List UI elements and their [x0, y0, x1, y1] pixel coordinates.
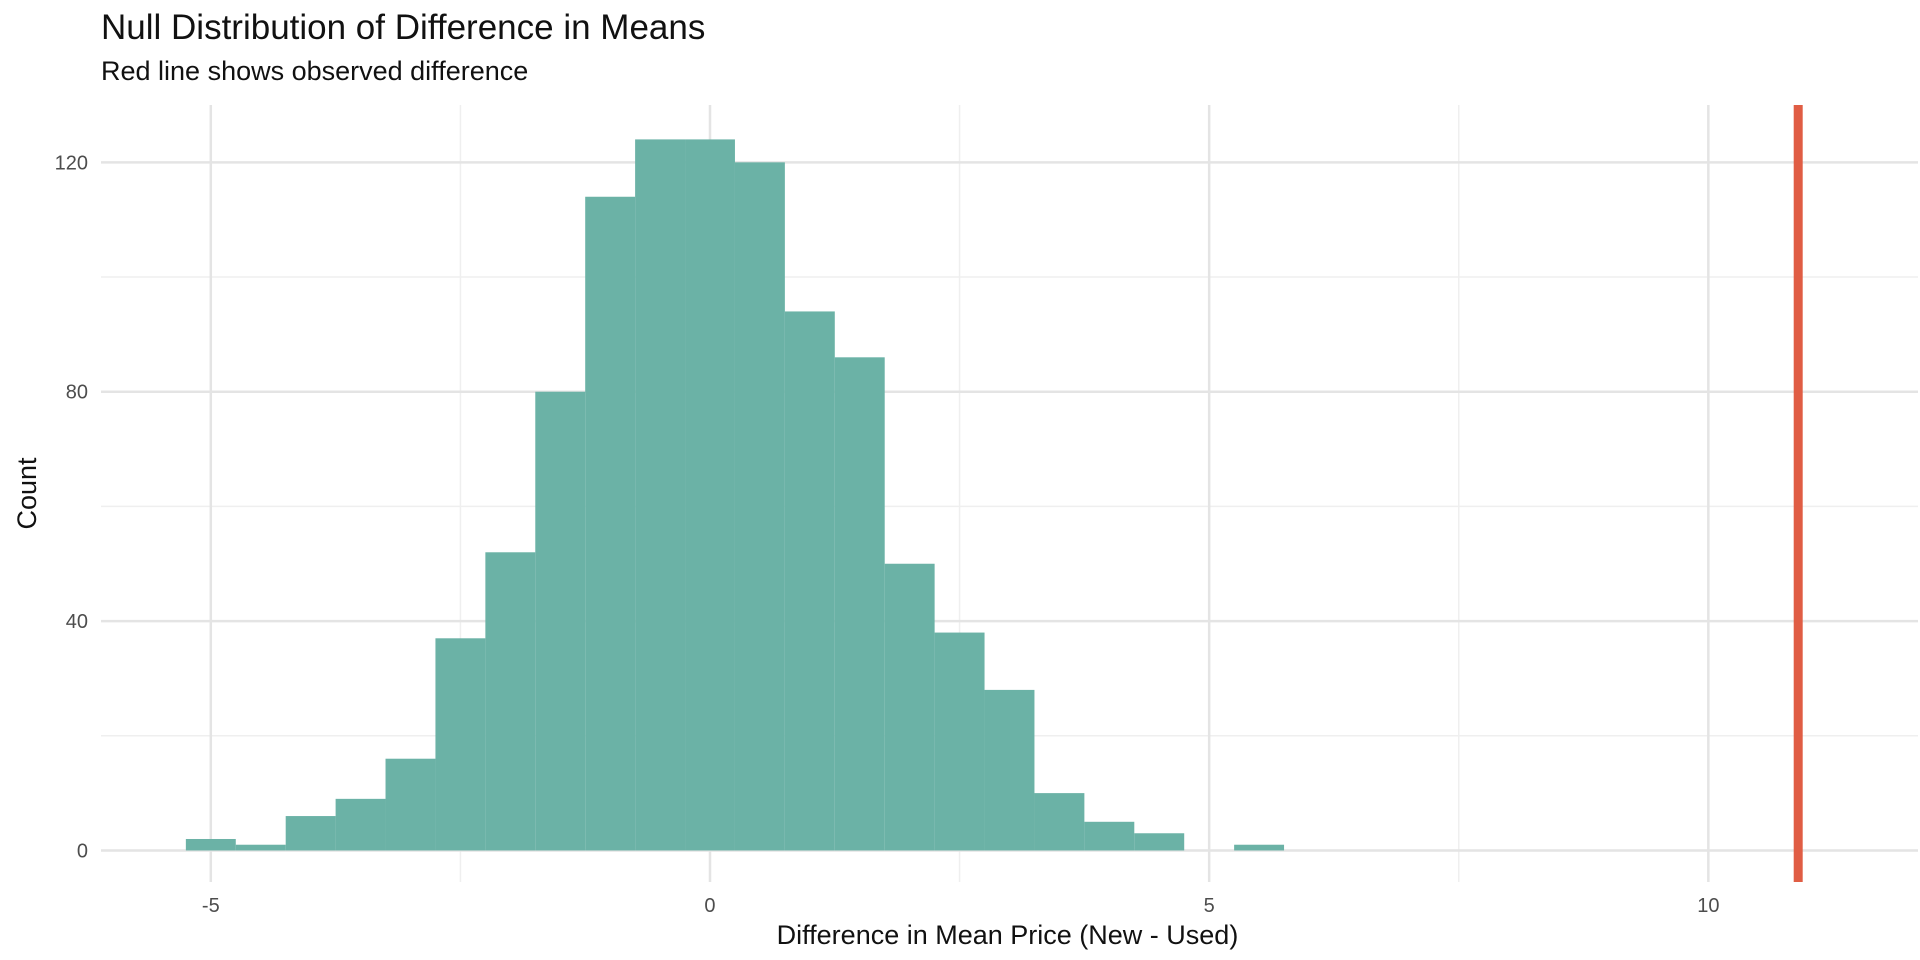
- chart-subtitle: Red line shows observed difference: [101, 56, 529, 86]
- histogram-bar: [685, 139, 735, 851]
- y-tick-label: 120: [55, 152, 88, 174]
- histogram-bar: [834, 357, 885, 851]
- histogram-bar: [734, 162, 785, 851]
- histogram-bar: [185, 838, 236, 851]
- histogram-bar: [1134, 833, 1185, 851]
- histogram-bar: [1034, 793, 1085, 851]
- histogram-bar: [984, 689, 1035, 851]
- histogram-bar: [535, 391, 586, 851]
- histogram-bar: [1234, 844, 1285, 851]
- histogram-bar: [1084, 821, 1135, 851]
- histogram-bar: [285, 816, 336, 851]
- x-tick-label: 0: [704, 895, 715, 917]
- x-tick-label: 10: [1697, 895, 1719, 917]
- y-tick-label: 40: [66, 611, 88, 633]
- x-tick-label: -5: [202, 895, 220, 917]
- x-tick-label: 5: [1204, 895, 1215, 917]
- x-axis-title: Difference in Mean Price (New - Used): [777, 920, 1239, 950]
- histogram-bar: [435, 638, 486, 851]
- histogram-bar: [385, 758, 436, 851]
- histogram-bar: [784, 311, 835, 851]
- y-tick-label: 0: [77, 840, 88, 862]
- chart-title: Null Distribution of Difference in Means: [101, 8, 706, 47]
- histogram-bar: [635, 139, 686, 851]
- histogram-bar: [585, 196, 636, 851]
- histogram-bar: [934, 632, 985, 851]
- histogram-bar: [884, 563, 935, 851]
- histogram-bar: [235, 844, 286, 851]
- histogram-bar: [335, 798, 386, 851]
- y-tick-label: 80: [66, 382, 88, 404]
- histogram-bar: [485, 552, 536, 851]
- y-axis-title: Count: [12, 457, 42, 530]
